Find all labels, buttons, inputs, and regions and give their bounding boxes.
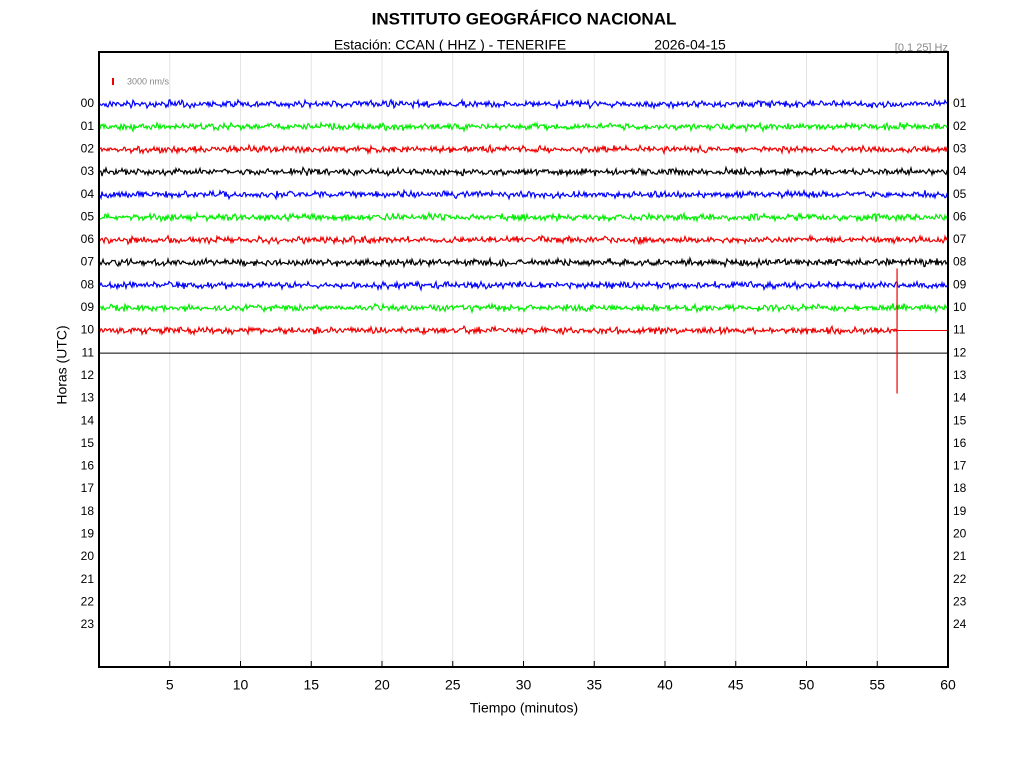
scale-marker [112, 78, 114, 85]
left-hour-label: 11 [82, 345, 95, 359]
station: Estación: CCAN ( HHZ ) - TENERIFE [334, 37, 566, 53]
left-hour-label: 15 [81, 436, 95, 450]
x-tick-label: 55 [869, 677, 885, 693]
x-tick-label: 10 [233, 677, 249, 693]
right-hour-label: 15 [953, 413, 967, 427]
title: INSTITUTO GEOGRÁFICO NACIONAL [372, 9, 677, 28]
right-hour-label: 13 [953, 368, 967, 382]
trace [98, 120, 949, 134]
right-hour-label: 05 [953, 187, 967, 201]
left-hour-label: 23 [81, 617, 95, 631]
scale-label: 3000 nm/s [127, 76, 170, 86]
left-hour-label: 05 [81, 209, 95, 223]
trace [98, 279, 949, 292]
left-hour-label: 00 [81, 96, 95, 110]
right-hour-label: 10 [953, 300, 967, 314]
right-hour-label: 17 [953, 459, 967, 473]
trace [98, 165, 949, 178]
left-hour-label: 02 [81, 141, 95, 155]
left-hour-label: 19 [81, 527, 95, 541]
x-tick-label: 60 [940, 677, 956, 693]
left-hour-label: 22 [81, 594, 95, 608]
x-tick-label: 40 [657, 677, 673, 693]
trace [98, 143, 949, 156]
right-hour-label: 18 [953, 481, 967, 495]
left-hour-label: 01 [81, 119, 95, 133]
trace [98, 98, 949, 111]
trace [98, 301, 949, 315]
trace [98, 188, 949, 201]
frame [98, 51, 949, 668]
trace [98, 324, 898, 337]
right-hour-label: 21 [953, 549, 967, 563]
right-hour-label: 23 [953, 594, 967, 608]
right-hour-label: 09 [953, 277, 967, 291]
right-hour-label: 01 [953, 96, 967, 110]
right-hour-label: 22 [953, 572, 967, 586]
right-hour-label: 16 [953, 436, 967, 450]
right-hour-label: 02 [953, 119, 967, 133]
plot [98, 53, 949, 667]
right-hour-label: 24 [953, 617, 967, 631]
left-hour-label: 13 [81, 391, 95, 405]
left-hour-label: 03 [81, 164, 95, 178]
trace [98, 233, 949, 246]
right-hour-label: 03 [953, 141, 967, 155]
x-tick-label: 5 [166, 677, 174, 693]
left-hour-label: 09 [81, 300, 95, 314]
right-hour-label: 12 [953, 345, 967, 359]
left-hour-label: 08 [81, 277, 95, 291]
trace [98, 256, 949, 269]
y-axis-label: Horas (UTC) [54, 325, 70, 404]
left-hour-label: 20 [81, 549, 95, 563]
right-hour-label: 08 [953, 255, 967, 269]
left-hour-label: 04 [81, 187, 95, 201]
x-tick-label: 15 [303, 677, 319, 693]
x-tick-label: 50 [799, 677, 815, 693]
x-tick-label: 25 [445, 677, 461, 693]
left-hour-label: 06 [81, 232, 95, 246]
left-hour-label: 16 [81, 459, 95, 473]
left-hour-label: 17 [81, 481, 95, 495]
x-tick-label: 20 [374, 677, 390, 693]
trace [98, 210, 949, 224]
x-axis-label: Tiempo (minutos) [470, 700, 578, 716]
left-hour-label: 14 [81, 413, 95, 427]
left-hour-label: 10 [81, 323, 95, 337]
right-hour-label: 19 [953, 504, 967, 518]
right-hour-label: 04 [953, 164, 967, 178]
right-hour-label: 11 [953, 323, 966, 337]
right-hour-label: 06 [953, 209, 967, 223]
right-hour-label: 07 [953, 232, 967, 246]
right-hour-label: 14 [953, 391, 967, 405]
left-hour-label: 07 [81, 255, 95, 269]
x-tick-label: 30 [516, 677, 532, 693]
right-hour-label: 20 [953, 527, 967, 541]
left-hour-label: 18 [81, 504, 95, 518]
left-hour-label: 21 [81, 572, 95, 586]
filter: [0.1 25] Hz [895, 42, 948, 54]
left-hour-label: 12 [81, 368, 95, 382]
date: 2026-04-15 [654, 37, 726, 53]
x-tick-label: 35 [586, 677, 602, 693]
x-tick-label: 45 [728, 677, 744, 693]
